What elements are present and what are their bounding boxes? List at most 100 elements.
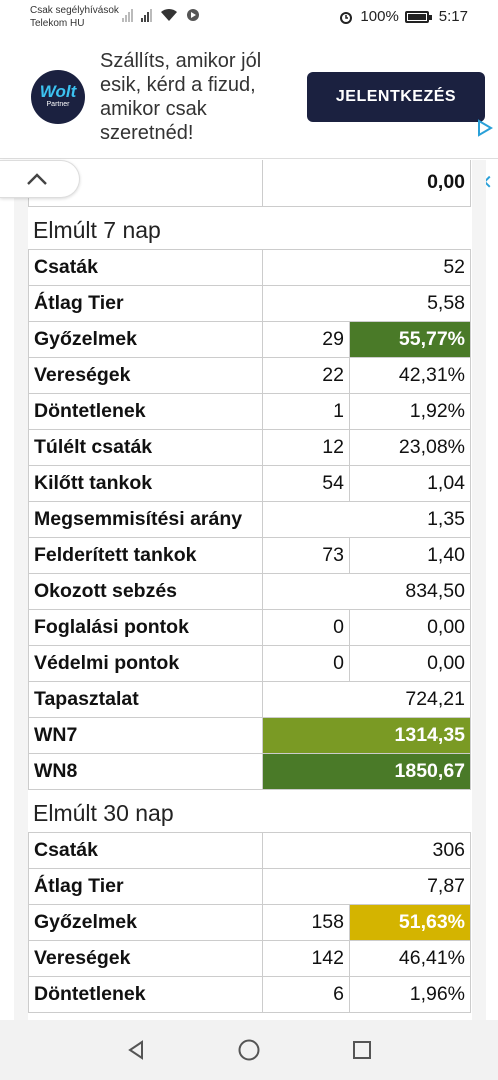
row-count: 12 — [262, 428, 350, 466]
row-label: Vereségek — [28, 356, 263, 394]
wifi-icon — [161, 8, 177, 21]
row-count: 22 — [262, 356, 350, 394]
table-row: Csaták 52 — [28, 248, 472, 286]
section-title-7d: Elmúlt 7 nap — [33, 216, 161, 243]
row-value: 0,00 — [348, 608, 472, 646]
row-count: 1 — [262, 392, 350, 430]
row-value: 1,04 — [348, 464, 472, 502]
alarm-icon — [340, 11, 353, 24]
row-value: 55,77% — [348, 320, 472, 358]
carrier-info: Csak segélyhívások Telekom HU — [30, 4, 119, 30]
table-row: Átlag Tier 5,58 — [28, 284, 472, 322]
table-row: Foglalási pontok 0 0,00 — [28, 608, 472, 646]
table-row: Döntetlenek 1 1,92% — [28, 392, 472, 430]
chevron-up-icon — [27, 173, 47, 185]
row-value: 1,96% — [348, 975, 472, 1013]
table-row: Vereségek 22 42,31% — [28, 356, 472, 394]
content-area[interactable]: 0,00 Elmúlt 7 nap Csaták 52 Átlag Tier 5,58… — [14, 160, 486, 1020]
row-label: WN8 — [28, 752, 263, 790]
row-label: Tapasztalat — [28, 680, 263, 718]
row-label: Felderített tankok — [28, 536, 263, 574]
table-row: Döntetlenek 6 1,96% — [28, 975, 472, 1013]
row-value: 51,63% — [348, 903, 472, 941]
row-count: 73 — [262, 536, 350, 574]
battery-percent: 100% — [360, 8, 399, 25]
table-row: Vereségek 142 46,41% — [28, 939, 472, 977]
nav-bar — [0, 1020, 498, 1080]
collapse-ad-button[interactable] — [0, 160, 80, 198]
row-label: Győzelmek — [28, 903, 263, 941]
row-value: 46,41% — [348, 939, 472, 977]
media-icon — [187, 9, 199, 21]
logo-sub: Partner — [46, 101, 70, 108]
stats-table-7d: Csaták 52 Átlag Tier 5,58 Győzelmek 29 55,77% V… — [28, 248, 472, 790]
row-label: Védelmi pontok — [28, 644, 263, 682]
row-value: 7,87 — [261, 867, 472, 905]
home-icon[interactable] — [237, 1038, 261, 1062]
table-row: Védelmi pontok 0 0,00 — [28, 644, 472, 682]
row-label: Csaták — [28, 831, 263, 869]
recents-icon[interactable] — [351, 1039, 373, 1061]
row-label: Foglalási pontok — [28, 608, 263, 646]
carrier-line-1: Csak segélyhívások — [30, 5, 119, 16]
row-count: 142 — [262, 939, 350, 977]
table-row: WN8 1850,67 — [28, 752, 472, 790]
table-row: 0,00 — [28, 160, 472, 207]
row-value: 1850,67 — [261, 752, 472, 790]
table-row: Átlag Tier 7,87 — [28, 867, 472, 905]
row-count: 0 — [262, 608, 350, 646]
signal-icon — [122, 8, 133, 22]
row-value: 1314,35 — [261, 716, 472, 754]
row-value: 0,00 — [348, 644, 472, 682]
row-count: 158 — [262, 903, 350, 941]
row-value: 1,35 — [261, 500, 472, 538]
row-label: Átlag Tier — [28, 284, 263, 322]
row-label: Győzelmek — [28, 320, 263, 358]
row-value: 5,58 — [261, 284, 472, 322]
row-value: 52 — [261, 248, 472, 286]
row-count: 6 — [262, 975, 350, 1013]
row-count: 29 — [262, 320, 350, 358]
ad-choices-icon[interactable] — [476, 119, 494, 137]
row-count: 54 — [262, 464, 350, 502]
table-row: Kilőtt tankok 54 1,04 — [28, 464, 472, 502]
table-row: WN7 1314,35 — [28, 716, 472, 754]
ad-apply-button[interactable]: JELENTKEZÉS — [307, 72, 485, 122]
table-row: Felderített tankok 73 1,40 — [28, 536, 472, 574]
row-label: Megsemmisítési arány — [28, 500, 263, 538]
row-label: Kilőtt tankok — [28, 464, 263, 502]
row-value: 1,92% — [348, 392, 472, 430]
clock: 5:17 — [438, 8, 468, 25]
table-row: Túlélt csaták 12 23,08% — [28, 428, 472, 466]
row-value: 724,21 — [261, 680, 472, 718]
row-label: Túlélt csaták — [28, 428, 263, 466]
section-title-30d: Elmúlt 30 nap — [33, 799, 174, 826]
wolt-logo: Wolt Partner — [31, 70, 85, 124]
stats-table-30d: Csaták 306 Átlag Tier 7,87 Győzelmek 158 51,63… — [28, 831, 472, 1013]
row-label: Döntetlenek — [28, 392, 263, 430]
table-row: Tapasztalat 724,21 — [28, 680, 472, 718]
row-label: Csaták — [28, 248, 263, 286]
row-value: 1,40 — [348, 536, 472, 574]
status-bar: Csak segélyhívások Telekom HU 100% 5:17 — [0, 0, 498, 36]
table-row: Győzelmek 29 55,77% — [28, 320, 472, 358]
row-label: Vereségek — [28, 939, 263, 977]
row-label: Döntetlenek — [28, 975, 263, 1013]
table-row: Megsemmisítési arány 1,35 — [28, 500, 472, 538]
row-value: 306 — [261, 831, 472, 869]
table-row: Győzelmek 158 51,63% — [28, 903, 472, 941]
row-label: Okozott sebzés — [28, 572, 263, 610]
row-count: 0 — [262, 644, 350, 682]
ad-banner[interactable]: Wolt Partner Szállíts, amikor jól esik, … — [0, 37, 498, 193]
battery-icon — [404, 10, 432, 23]
logo-brand: Wolt — [39, 82, 77, 101]
ad-text: Szállíts, amikor jól esik, kérd a fizud,… — [100, 50, 262, 144]
partial-table: 0,00 — [28, 160, 472, 207]
signal-icon-2 — [141, 8, 152, 22]
back-icon[interactable] — [125, 1039, 147, 1061]
row-value: 42,31% — [348, 356, 472, 394]
table-row: Csaták 306 — [28, 831, 472, 869]
row-label: Átlag Tier — [28, 867, 263, 905]
row-label: WN7 — [28, 716, 263, 754]
row-value: 23,08% — [348, 428, 472, 466]
